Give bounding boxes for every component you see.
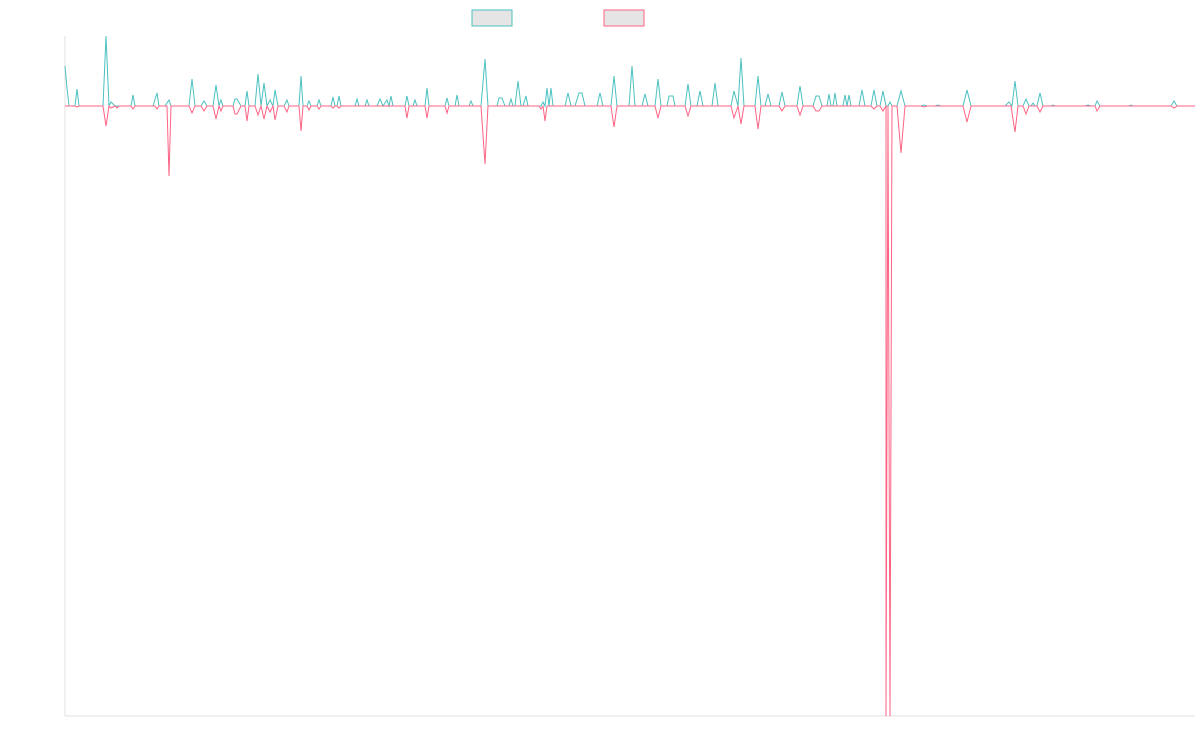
legend bbox=[471, 9, 645, 27]
series-layer bbox=[64, 35, 1195, 717]
legend-swatch-series-b[interactable] bbox=[603, 9, 645, 27]
legend-swatch-series-a[interactable] bbox=[471, 9, 513, 27]
series-line-a bbox=[64, 35, 1195, 108]
series-line-b bbox=[65, 104, 1195, 717]
